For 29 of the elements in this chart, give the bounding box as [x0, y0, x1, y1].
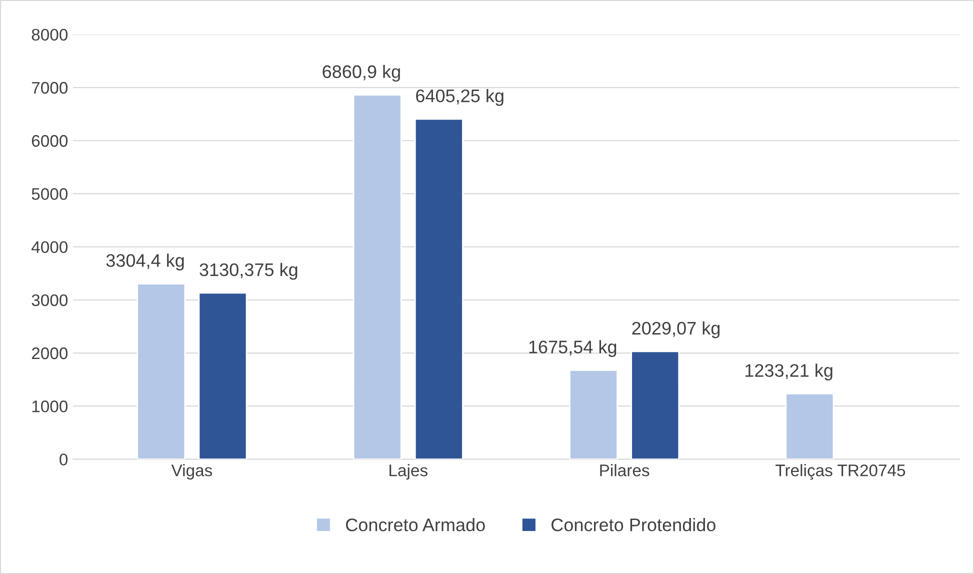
- x-tick-label: Lajes: [390, 464, 428, 480]
- y-tick-label: 4000: [32, 241, 68, 254]
- data-label: 1675,54 kg: [529, 340, 616, 357]
- data-label: 3130,375 kg: [200, 262, 298, 280]
- legend-label: Concreto Armado: [346, 518, 485, 532]
- bar: [198, 292, 248, 460]
- y-tick-label: 2000: [32, 347, 68, 360]
- y-tick-label: 6000: [32, 135, 68, 147]
- bar: [785, 393, 834, 460]
- y-tick-label: 8000: [32, 28, 68, 41]
- data-label: 6860,9 kg: [322, 64, 400, 82]
- data-label: 3304,4 kg: [106, 254, 184, 270]
- bar: [414, 118, 464, 460]
- bar: [136, 283, 186, 460]
- bar: [352, 94, 402, 460]
- y-tick-label: 1000: [32, 400, 68, 412]
- x-tick-label: Treliças TR20745: [776, 464, 906, 480]
- data-label: 1233,21 kg: [746, 364, 832, 380]
- x-tick-label: Vigas: [171, 464, 212, 480]
- data-label: 2029,07 kg: [632, 321, 720, 338]
- y-tick-label: 7000: [32, 82, 68, 94]
- y-tick-label: 0: [60, 454, 68, 466]
- y-tick-label: 3000: [32, 294, 68, 306]
- data-label: 6405,25 kg: [416, 89, 504, 106]
- bar: [630, 350, 680, 460]
- x-tick-label: Pilares: [600, 464, 650, 476]
- y-tick-label: 5000: [32, 188, 68, 200]
- bar: [569, 370, 618, 460]
- legend-label: Concreto Protendido: [552, 518, 716, 532]
